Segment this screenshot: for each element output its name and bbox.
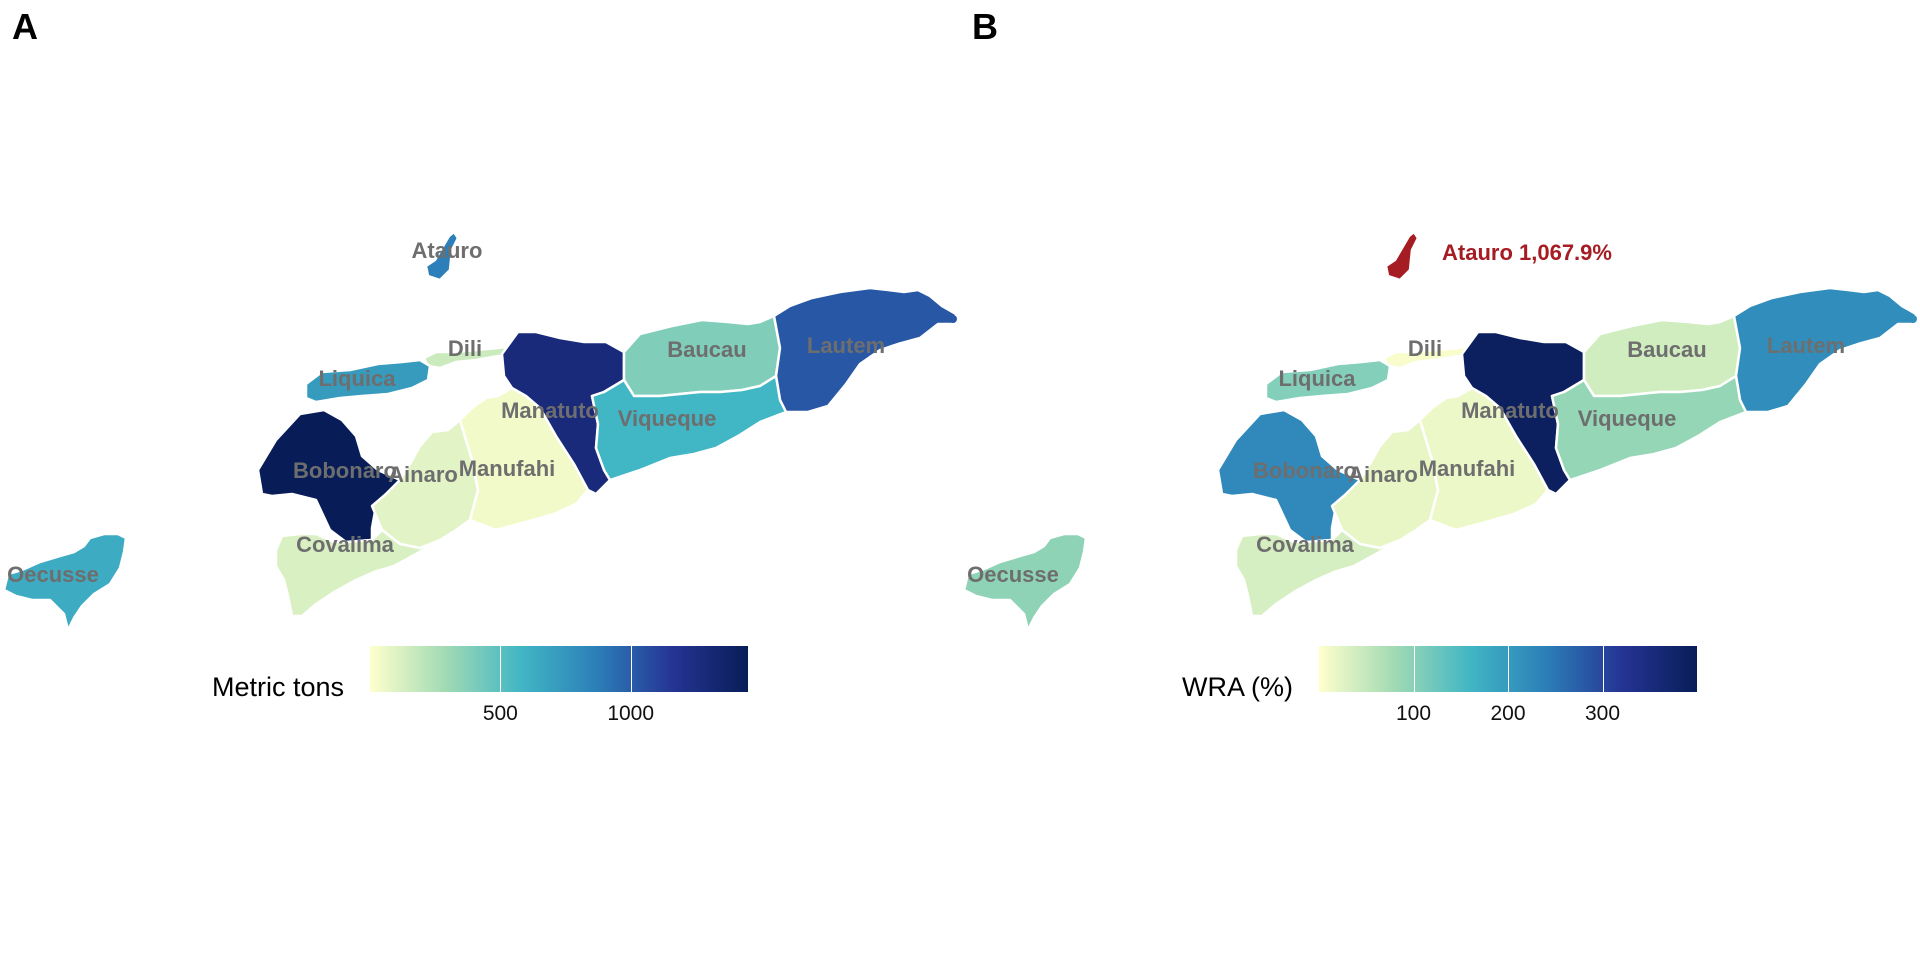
legend-a-colorbar: [370, 646, 748, 692]
district-label-lautem: Lautem: [1767, 333, 1845, 358]
legend-tick-mark: [630, 646, 632, 692]
district-label-oecusse: Oecusse: [7, 562, 99, 587]
district-liquica-shape: [1264, 358, 1392, 404]
district-covalima-shape: [1234, 528, 1402, 618]
district-label-dili: Dili: [1408, 336, 1442, 361]
district-label-manatuto: Manatuto: [501, 398, 599, 423]
district-label-bobonaro: Bobonaro: [293, 458, 397, 483]
district-viqueque-shape: [590, 374, 788, 482]
legend-b-title: WRA (%): [1182, 672, 1293, 702]
district-covalima-shape: [274, 528, 442, 618]
legend-tick-mark: [1413, 646, 1415, 692]
legend-tick-label: 500: [482, 702, 518, 725]
district-label-manufahi: Manufahi: [1419, 456, 1516, 481]
district-atauro-shape: [1384, 230, 1420, 282]
district-label-covalima: Covalima: [296, 532, 395, 557]
district-label-atauro: Atauro: [412, 238, 483, 263]
district-oecusse-shape: [2, 532, 128, 632]
legend-tick-mark: [1602, 646, 1604, 692]
legend-a-title: Metric tons: [212, 672, 345, 702]
district-viqueque-shape: [1550, 374, 1748, 482]
lautem-islet-shape: [949, 315, 957, 323]
district-label-ainaro: Ainaro: [388, 462, 458, 487]
district-label-dili: Dili: [448, 336, 482, 361]
district-label-baucau: Baucau: [1627, 337, 1706, 362]
legend-tick-label: 100: [1395, 702, 1432, 725]
district-oecusse-shape: [962, 532, 1088, 632]
panel-a-letter: A: [12, 6, 38, 47]
district-label-liquica: Liquica: [1278, 366, 1356, 391]
district-label-viqueque: Viqueque: [1578, 406, 1677, 431]
district-label-manatuto: Manatuto: [1461, 398, 1559, 423]
legend-b-colorbar: [1319, 646, 1697, 692]
legend-tick-label: 1000: [607, 702, 655, 725]
district-atauro-shape: [424, 230, 460, 282]
district-liquica-shape: [304, 358, 432, 404]
district-label-bobonaro: Bobonaro: [1253, 458, 1357, 483]
atauro-callout-label: Atauro 1,067.9%: [1442, 240, 1612, 265]
legend-tick-label: 200: [1490, 702, 1526, 725]
district-label-manufahi: Manufahi: [459, 456, 556, 481]
lautem-islet-shape: [1909, 315, 1917, 323]
legend-tick-label: 300: [1584, 702, 1621, 725]
district-label-lautem: Lautem: [807, 333, 885, 358]
district-label-baucau: Baucau: [667, 337, 746, 362]
district-label-ainaro: Ainaro: [1348, 462, 1418, 487]
legend-tick-mark: [500, 646, 502, 692]
district-label-viqueque: Viqueque: [618, 406, 717, 431]
legend-tick-mark: [1508, 646, 1509, 692]
panel-b-letter: B: [972, 6, 998, 47]
district-label-liquica: Liquica: [318, 366, 396, 391]
district-label-oecusse: Oecusse: [967, 562, 1059, 587]
district-label-covalima: Covalima: [1256, 532, 1355, 557]
